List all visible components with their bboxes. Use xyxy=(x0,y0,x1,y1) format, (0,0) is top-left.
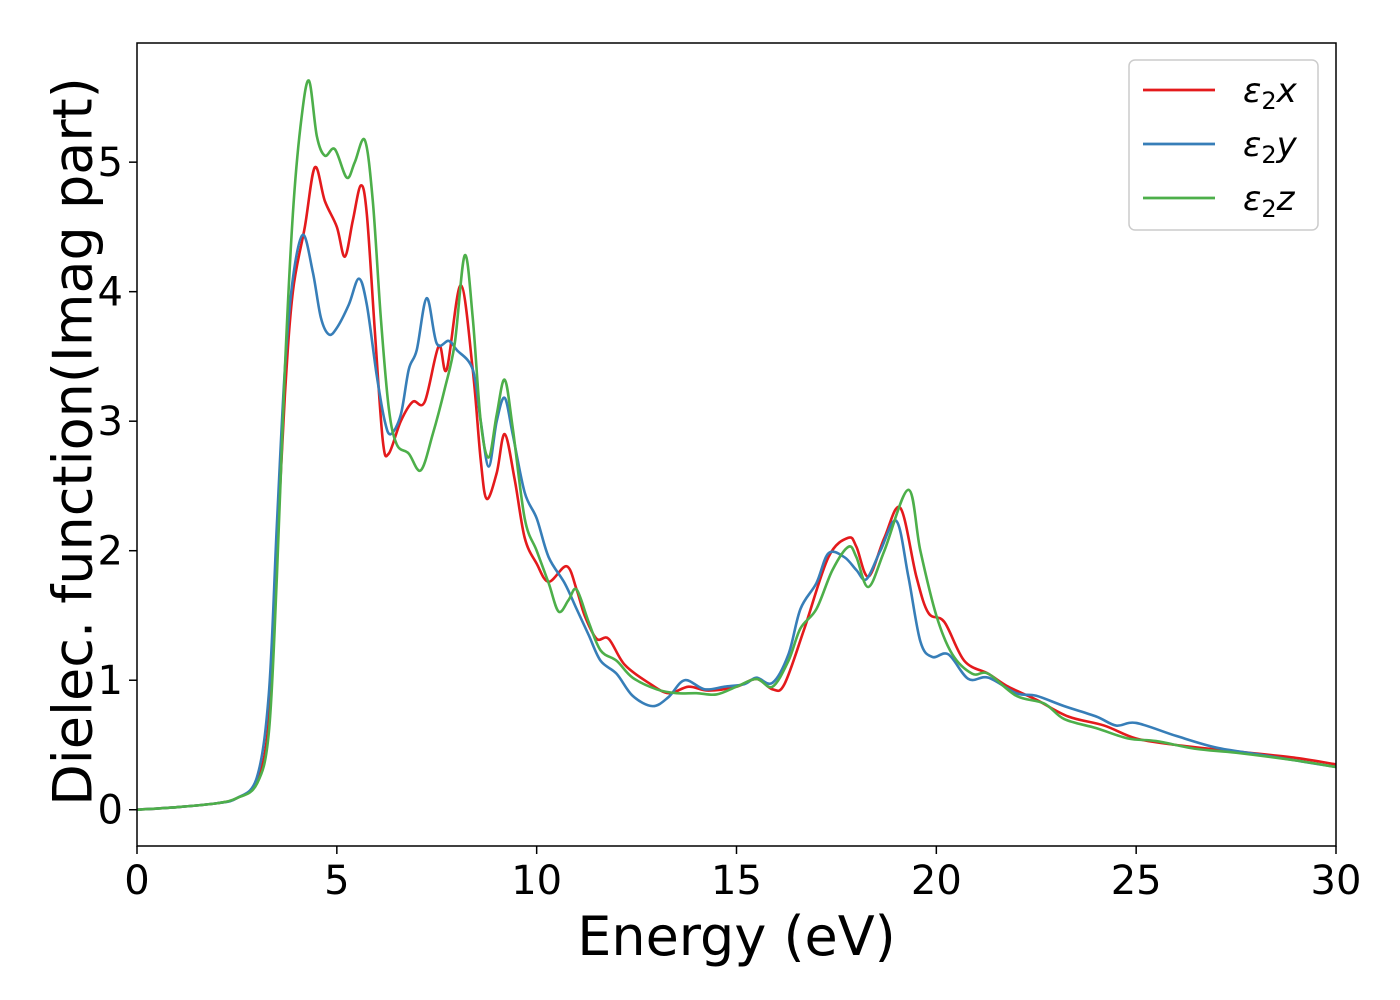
y-axis-ticks: 0 1 2 3 4 5 xyxy=(98,140,137,834)
x-tick-label: 10 xyxy=(511,858,562,904)
y-tick-label: 2 xyxy=(98,529,123,575)
x-axis-title: Energy (eV) xyxy=(577,905,896,968)
series-line-z xyxy=(137,79,1336,812)
y-axis-title: Dielec. function(Imag part) xyxy=(42,77,105,806)
series-line-y xyxy=(137,233,1336,812)
x-tick-label: 25 xyxy=(1111,858,1162,904)
legend-label-x: ε2x xyxy=(1243,71,1298,115)
x-axis-ticks: 0 5 10 15 20 25 30 xyxy=(124,846,1361,904)
y-tick-label: 5 xyxy=(98,140,123,186)
x-tick-label: 0 xyxy=(124,858,149,904)
x-tick-label: 5 xyxy=(324,858,349,904)
series-line-x xyxy=(137,165,1336,812)
legend-box xyxy=(1128,59,1319,231)
y-tick-label: 1 xyxy=(98,658,123,704)
x-tick-label: 30 xyxy=(1311,858,1362,904)
x-tick-label: 20 xyxy=(911,858,962,904)
y-tick-label: 0 xyxy=(98,788,123,834)
y-tick-label: 3 xyxy=(98,399,123,445)
x-tick-label: 15 xyxy=(711,858,762,904)
legend-label-z: ε2z xyxy=(1243,179,1296,223)
legend: ε2x ε2y ε2z xyxy=(1128,59,1319,231)
plot-content xyxy=(137,79,1336,812)
legend-label-y: ε2y xyxy=(1243,125,1298,169)
y-tick-label: 4 xyxy=(98,270,123,316)
